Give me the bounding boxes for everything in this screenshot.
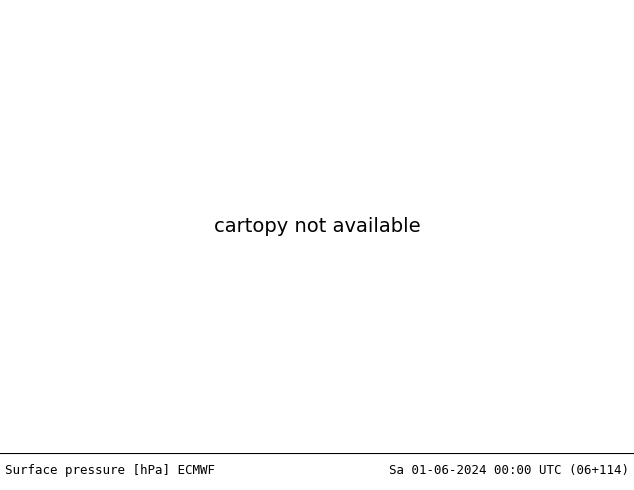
Text: cartopy not available: cartopy not available [214, 217, 420, 236]
Text: Surface pressure [hPa] ECMWF: Surface pressure [hPa] ECMWF [5, 465, 215, 477]
Text: Sa 01-06-2024 00:00 UTC (06+114): Sa 01-06-2024 00:00 UTC (06+114) [389, 465, 629, 477]
